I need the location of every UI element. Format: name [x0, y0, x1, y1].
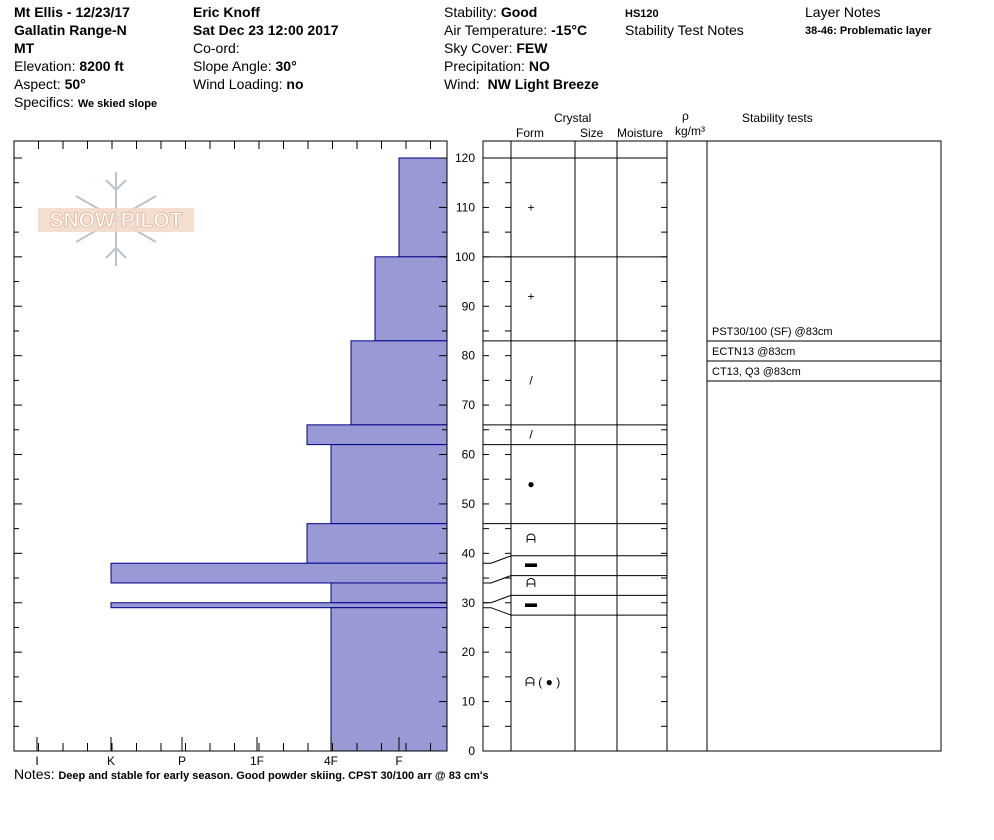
layer-connector-34: [483, 575, 512, 584]
slope-row: Slope Angle: 30°: [193, 57, 297, 75]
precip-row: Precipitation: NO: [444, 57, 550, 75]
layer-table-frame: [482, 140, 942, 752]
state-name: MT: [14, 40, 35, 56]
aspect-label: Aspect:: [14, 76, 61, 92]
slope-label: Slope Angle:: [193, 58, 272, 74]
sky-row: Sky Cover: FEW: [444, 39, 547, 57]
sky-value: FEW: [516, 40, 548, 56]
range-name: Gallatin Range-N: [14, 22, 127, 38]
stability-label: Stability:: [444, 4, 497, 20]
depth-label-120: 120: [455, 151, 475, 165]
hardness-layer-2: [350, 340, 448, 426]
depth-label-70: 70: [462, 398, 476, 412]
depth-label-10: 10: [462, 695, 476, 709]
size-header: Size: [580, 126, 604, 140]
aspect-value: 50°: [64, 76, 86, 92]
notes-label: Notes:: [14, 766, 55, 782]
precip-value: NO: [528, 58, 550, 74]
air-temp-label: Air Temperature:: [444, 22, 548, 38]
specifics-value: We skied slope: [77, 98, 158, 110]
hardness-label-4F: 4F: [324, 754, 338, 768]
location-title: Mt Ellis - 12/23/17: [14, 4, 130, 20]
grain-form-2: /: [529, 373, 533, 387]
sky-label: Sky Cover:: [444, 40, 513, 56]
depth-label-60: 60: [462, 448, 476, 462]
elevation-value: 8200 ft: [79, 58, 124, 74]
depth-label-110: 110: [456, 200, 475, 214]
hardness-label-1F: 1F: [250, 754, 264, 768]
depth-label-30: 30: [462, 596, 476, 610]
grain-form-0: +: [527, 200, 534, 214]
notes-row: Notes: Deep and stable for early season.…: [14, 765, 489, 785]
layer-connector-29: [483, 607, 512, 616]
grain-form-4: ●: [527, 477, 534, 491]
grain-form-5: ᗩ: [526, 532, 536, 546]
grain-form-1: +: [527, 289, 534, 303]
wind-loading-value: no: [286, 76, 304, 92]
stability-tests-header: Stability tests: [742, 111, 813, 125]
form-header: Form: [516, 126, 544, 140]
grain-form-3: /: [529, 428, 533, 442]
hardness-label-I: I: [35, 754, 38, 768]
layer-connector-30: [483, 594, 512, 604]
coord-label: Co-ord:: [193, 40, 240, 56]
stability-value: Good: [500, 4, 538, 20]
observer-name: Eric Knoff: [193, 4, 260, 20]
aspect-row: Aspect: 50°: [14, 75, 86, 93]
moisture-header: Moisture: [617, 126, 664, 140]
depth-label-80: 80: [462, 349, 476, 363]
air-temp-value: -15°C: [551, 22, 588, 38]
hardness-layer-7: [330, 582, 448, 604]
notes-text: Deep and stable for early season. Good p…: [58, 770, 489, 782]
hardness-layer-5: [306, 523, 448, 564]
wind-loading-row: Wind Loading: no: [193, 75, 304, 93]
hardness-frame: [13, 140, 448, 752]
wind-value: NW Light Breeze: [487, 76, 599, 92]
layer-note: 38-46: Problematic layer: [805, 25, 932, 37]
hardness-layer-4: [330, 444, 448, 525]
wind-row: Wind: NW Light Breeze: [444, 75, 599, 93]
layer-connector-38: [483, 555, 512, 564]
grain-form-9: ᗩ ( ● ): [525, 675, 560, 689]
hardness-label-P: P: [178, 754, 186, 768]
hardness-layer-1: [374, 256, 448, 342]
wind-label: Wind:: [444, 76, 480, 92]
hardness-layer-9: [330, 607, 448, 752]
hardness-layer-6: [110, 562, 448, 584]
hardness-label-F: F: [395, 754, 402, 768]
depth-label-20: 20: [462, 645, 476, 659]
specifics-row: Specifics: We skied slope: [14, 93, 157, 113]
hardness-layer-3: [306, 424, 448, 446]
depth-label-0: 0: [468, 744, 475, 758]
layer-notes-label: Layer Notes: [805, 4, 881, 20]
elevation-label: Elevation:: [14, 58, 76, 74]
depth-label-100: 100: [455, 250, 475, 264]
density-unit-header: kg/m³: [675, 124, 705, 138]
depth-label-90: 90: [462, 299, 476, 313]
air-temp-row: Air Temperature: -15°C: [444, 21, 587, 39]
depth-label-40: 40: [462, 546, 476, 560]
grain-form-8: ▬: [525, 596, 537, 610]
stability-row: Stability: Good: [444, 3, 537, 21]
hardness-label-K: K: [107, 754, 115, 768]
depth-label-50: 50: [462, 497, 476, 511]
stability-test-0: PST30/100 (SF) @83cm: [712, 326, 833, 338]
grain-form-7: ᗩ: [526, 576, 536, 590]
hardness-layer-8: [110, 602, 448, 609]
elevation-row: Elevation: 8200 ft: [14, 57, 124, 75]
grain-form-6: ▬: [525, 556, 537, 570]
rho-header: ρ: [682, 109, 689, 123]
wind-loading-label: Wind Loading:: [193, 76, 283, 92]
specifics-label: Specifics:: [14, 94, 74, 110]
slope-value: 30°: [275, 58, 297, 74]
observation-datetime: Sat Dec 23 12:00 2017: [193, 22, 339, 38]
precip-label: Precipitation:: [444, 58, 525, 74]
stability-test-2: CT13, Q3 @83cm: [712, 366, 801, 378]
crystal-header: Crystal: [554, 111, 592, 125]
stability-test-1: ECTN13 @83cm: [712, 346, 795, 358]
stability-test-notes-label: Stability Test Notes: [625, 22, 744, 38]
hs-value: HS120: [625, 8, 659, 20]
